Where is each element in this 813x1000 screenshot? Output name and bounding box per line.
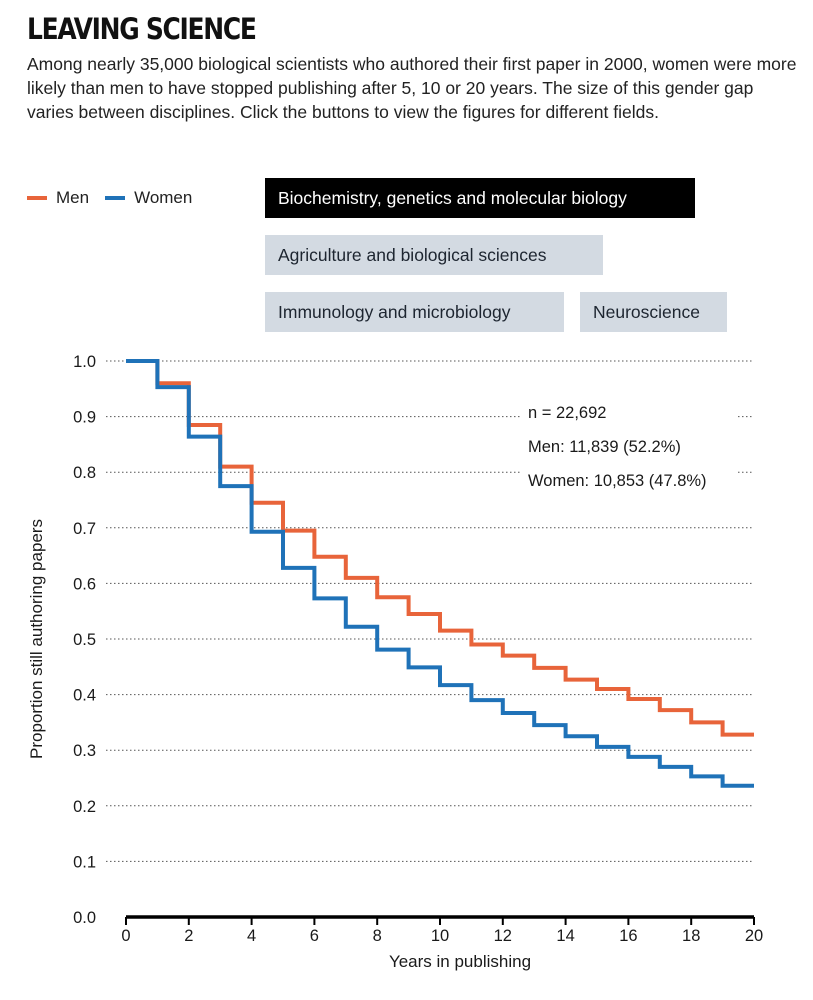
y-tick-label: 0.5 xyxy=(73,631,96,649)
y-tick-label: 1.0 xyxy=(73,353,96,371)
y-tick-label: 0.0 xyxy=(73,909,96,927)
legend-men-label: Men xyxy=(56,188,90,207)
x-tick-label: 16 xyxy=(619,927,637,945)
legend-women-swatch xyxy=(105,196,126,200)
y-tick-label: 0.3 xyxy=(73,742,96,760)
y-tick-label: 0.7 xyxy=(73,520,96,538)
y-tick-label: 0.9 xyxy=(73,409,96,427)
x-tick-label: 12 xyxy=(494,927,512,945)
x-axis-title: Years in publishing xyxy=(389,952,531,971)
field-button-immunology[interactable]: Immunology and microbiology xyxy=(265,292,564,332)
x-tick-label: 2 xyxy=(184,927,193,945)
x-tick-label: 20 xyxy=(745,927,763,945)
x-tick-label: 6 xyxy=(310,927,319,945)
x-tick-label: 14 xyxy=(556,927,574,945)
y-axis-title: Proportion still authoring papers xyxy=(27,519,46,759)
y-tick-label: 0.2 xyxy=(73,798,96,816)
annotation-men: Men: 11,839 (52.2%) xyxy=(528,438,681,456)
y-tick-label: 0.1 xyxy=(73,853,96,871)
y-tick-label: 0.4 xyxy=(73,687,96,705)
field-button-agriculture[interactable]: Agriculture and biological sciences xyxy=(265,235,603,275)
annotation-n: n = 22,692 xyxy=(528,404,606,422)
y-tick-label: 0.6 xyxy=(73,575,96,593)
x-tick-label: 8 xyxy=(373,927,382,945)
field-button-neuroscience[interactable]: Neuroscience xyxy=(580,292,727,332)
legend-women: Women xyxy=(105,188,192,208)
annotation-women: Women: 10,853 (47.8%) xyxy=(528,472,707,490)
x-tick-label: 10 xyxy=(431,927,449,945)
annotation-background xyxy=(522,398,736,498)
legend: Men Women xyxy=(27,188,208,208)
series-women-line xyxy=(126,359,754,788)
x-tick-label: 0 xyxy=(121,927,130,945)
series-men-line xyxy=(126,359,754,737)
legend-men: Men xyxy=(27,188,89,208)
legend-women-label: Women xyxy=(134,188,193,207)
x-tick-label: 18 xyxy=(682,927,700,945)
field-button-biochemistry[interactable]: Biochemistry, genetics and molecular bio… xyxy=(265,178,695,218)
chart-description: Among nearly 35,000 biological scientist… xyxy=(27,54,797,122)
x-tick-label: 4 xyxy=(247,927,256,945)
chart-title: LEAVING SCIENCE xyxy=(27,12,257,46)
legend-men-swatch xyxy=(27,196,47,200)
y-tick-label: 0.8 xyxy=(73,464,96,482)
